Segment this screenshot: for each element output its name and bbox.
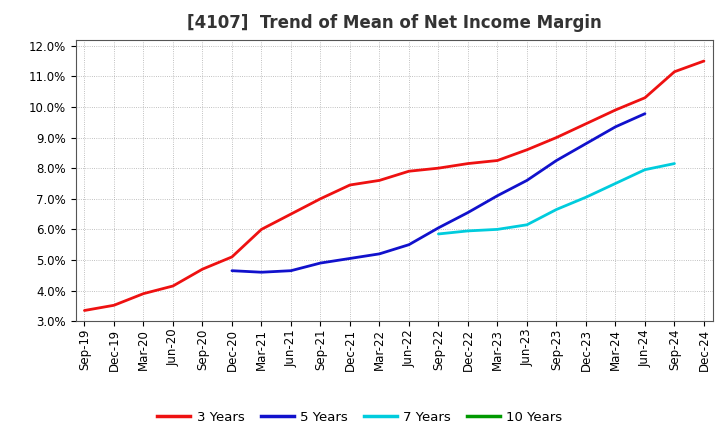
Line: 7 Years: 7 Years — [438, 164, 675, 234]
3 Years — [582, 121, 590, 126]
Title: [4107]  Trend of Mean of Net Income Margin: [4107] Trend of Mean of Net Income Margi… — [186, 15, 602, 33]
3 Years — [493, 158, 502, 163]
5 Years — [582, 141, 590, 147]
5 Years — [641, 111, 649, 116]
Line: 5 Years: 5 Years — [232, 114, 645, 272]
5 Years — [228, 268, 236, 273]
7 Years — [582, 194, 590, 200]
3 Years — [80, 308, 89, 313]
5 Years — [346, 256, 354, 261]
3 Years — [168, 283, 177, 289]
3 Years — [670, 69, 679, 74]
7 Years — [641, 167, 649, 172]
5 Years — [375, 251, 384, 257]
7 Years — [464, 228, 472, 234]
3 Years — [434, 165, 443, 171]
3 Years — [611, 107, 620, 113]
3 Years — [257, 227, 266, 232]
5 Years — [257, 270, 266, 275]
3 Years — [464, 161, 472, 166]
3 Years — [228, 254, 236, 260]
7 Years — [670, 161, 679, 166]
7 Years — [523, 222, 531, 227]
5 Years — [287, 268, 295, 273]
5 Years — [434, 225, 443, 231]
5 Years — [523, 178, 531, 183]
3 Years — [316, 196, 325, 202]
Line: 3 Years: 3 Years — [84, 61, 704, 311]
5 Years — [464, 210, 472, 215]
7 Years — [611, 181, 620, 186]
3 Years — [641, 95, 649, 100]
3 Years — [109, 303, 118, 308]
3 Years — [375, 178, 384, 183]
5 Years — [611, 124, 620, 129]
Legend: 3 Years, 5 Years, 7 Years, 10 Years: 3 Years, 5 Years, 7 Years, 10 Years — [152, 405, 568, 429]
5 Years — [493, 193, 502, 198]
3 Years — [552, 135, 561, 140]
3 Years — [405, 169, 413, 174]
3 Years — [287, 212, 295, 217]
5 Years — [405, 242, 413, 247]
3 Years — [346, 182, 354, 187]
3 Years — [139, 291, 148, 296]
7 Years — [552, 207, 561, 212]
5 Years — [552, 158, 561, 163]
7 Years — [493, 227, 502, 232]
5 Years — [316, 260, 325, 266]
7 Years — [434, 231, 443, 237]
3 Years — [198, 267, 207, 272]
3 Years — [523, 147, 531, 152]
3 Years — [700, 59, 708, 64]
